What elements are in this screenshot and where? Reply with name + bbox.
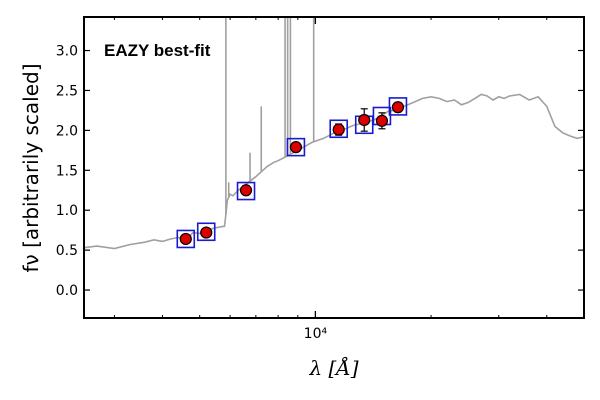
y-tick-label-6: 3.0 (56, 44, 78, 60)
observed-point-5 (358, 113, 371, 127)
annotation-label: EAZY best-fit (104, 41, 211, 60)
observed-point-3 (289, 141, 303, 154)
y-tick-label-0: 0.0 (56, 283, 78, 299)
model-photometry (176, 97, 408, 249)
observed-point-7 (391, 101, 405, 114)
svg-text:λ [Å]: λ [Å] (308, 355, 358, 380)
observed-point-1 (200, 226, 213, 239)
model-point-2 (236, 181, 256, 201)
model-point-7 (388, 97, 408, 116)
model-point-4 (329, 119, 349, 139)
observed-photometry (179, 101, 405, 246)
model-point-1 (196, 222, 216, 242)
x-axis-label: λ [Å] (308, 355, 358, 380)
observed-point-4 (332, 123, 345, 136)
template-line (84, 93, 584, 250)
observed-point-0 (179, 232, 192, 246)
y-tick-label-5: 2.5 (56, 83, 78, 99)
svg-text:fν [arbitrarily scaled]: fν [arbitrarily scaled] (19, 64, 43, 273)
y-tick-label-2: 1.0 (56, 203, 78, 219)
y-tick-label-1: 0.5 (56, 243, 78, 259)
x-tick-label-0: 10⁴ (304, 326, 328, 342)
observed-point-2 (239, 184, 253, 197)
plot-frame (83, 16, 585, 319)
observed-point-6 (375, 114, 389, 127)
axis-ticks: 0.0 0.5 1.0 1.5 2.0 2.5 3.0 10⁴ (56, 17, 584, 342)
y-tick-label-3: 1.5 (56, 163, 78, 179)
y-tick-label-4: 2.0 (56, 123, 78, 139)
model-point-0 (176, 229, 196, 249)
model-point-3 (286, 137, 306, 157)
y-axis-label: fν [arbitrarily scaled] (19, 64, 43, 273)
